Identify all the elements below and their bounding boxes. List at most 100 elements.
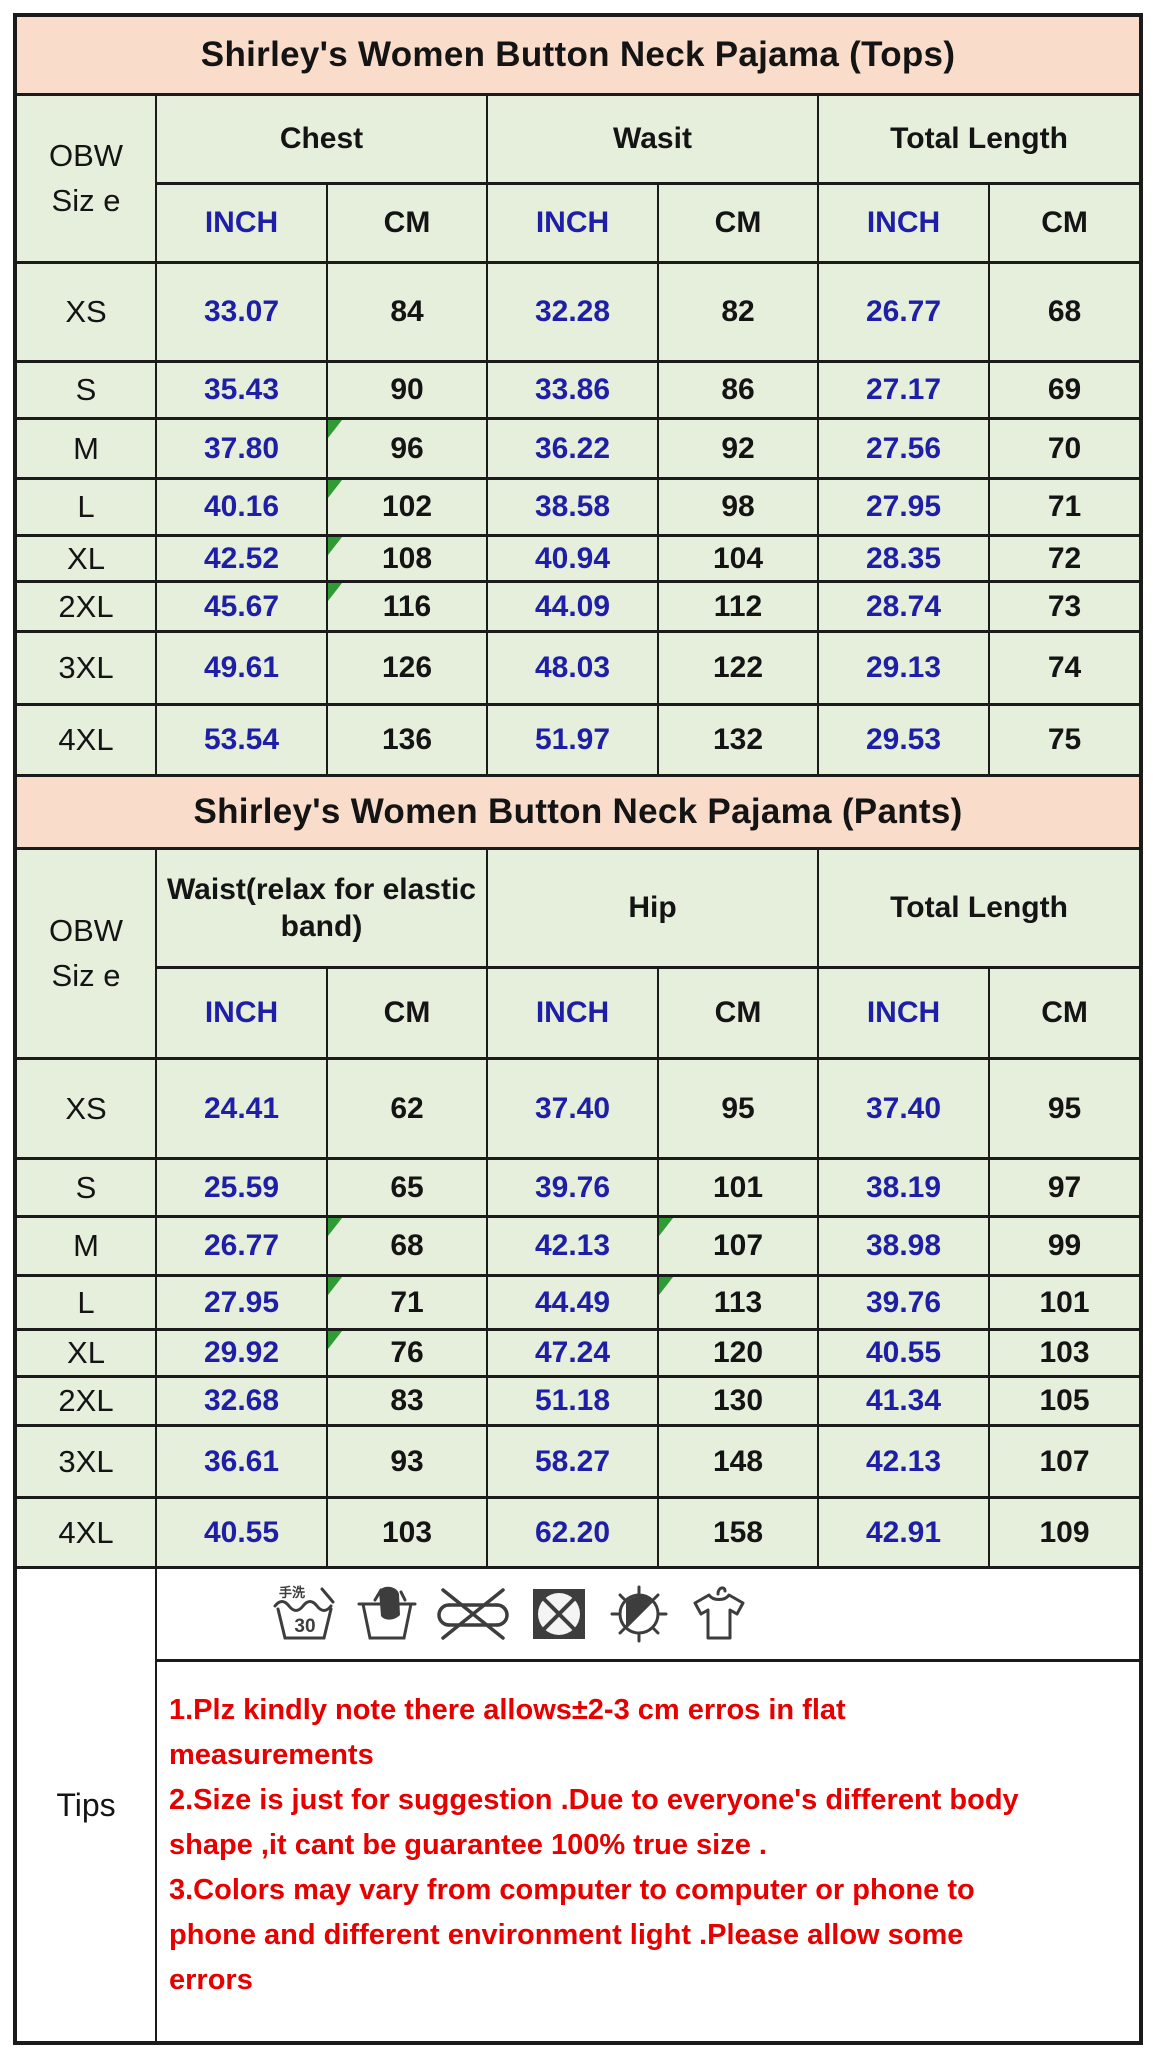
tops-title: Shirley's Women Button Neck Pajama (Tops… — [13, 13, 1143, 96]
inch-value-cell: 42.13 — [817, 1424, 990, 1499]
tip-line-3: 3.Colors may vary from computer to compu… — [169, 1873, 975, 1996]
inch-value-cell: 53.54 — [155, 703, 328, 777]
cm-value-cell: 122 — [657, 630, 819, 706]
inch-value-cell: 37.40 — [817, 1057, 990, 1160]
cm-value-cell: 95 — [987, 1057, 1143, 1160]
cm-value-cell: 86 — [657, 360, 819, 420]
unit-header-inch: INCH — [486, 182, 659, 264]
cm-value-cell: 65 — [326, 1157, 488, 1218]
cm-value-cell: 103 — [326, 1496, 488, 1569]
cm-value-cell: 101 — [987, 1274, 1143, 1331]
tips-text-cell: 1.Plz kindly note there allows±2-3 cm er… — [154, 1659, 1143, 2045]
table-row: XS 33.07 84 32.28 82 26.77 68 — [14, 261, 1143, 363]
table-row: 4XL 40.55 103 62.20 158 42.91 109 — [14, 1496, 1143, 1569]
tips-label-cell: Tips — [14, 1566, 157, 2045]
unit-header-cm: CM — [326, 182, 488, 264]
unit-header-inch: INCH — [155, 182, 328, 264]
pants-size-header: OBW Siz e — [14, 847, 157, 1060]
cm-value-cell: 101 — [657, 1157, 819, 1218]
cm-value-cell: 82 — [657, 261, 819, 363]
inch-value-cell: 24.41 — [155, 1057, 328, 1160]
cm-value-cell: 75 — [987, 703, 1143, 777]
inch-value-cell: 25.59 — [155, 1157, 328, 1218]
inch-value-cell: 42.52 — [155, 534, 328, 583]
inch-value-cell: 51.97 — [486, 703, 659, 777]
cm-value-cell: 120 — [657, 1328, 819, 1378]
cm-value-cell: 107 — [657, 1215, 819, 1277]
size-cell: XL — [14, 1328, 157, 1378]
size-cell: 2XL — [14, 1375, 157, 1427]
size-cell: M — [14, 417, 157, 480]
inch-value-cell: 49.61 — [155, 630, 328, 706]
cm-value-cell: 107 — [987, 1424, 1143, 1499]
table-row: S 25.59 65 39.76 101 38.19 97 — [14, 1157, 1143, 1218]
cm-value-cell: 158 — [657, 1496, 819, 1569]
inch-value-cell: 28.35 — [817, 534, 990, 583]
size-cell: XS — [14, 1057, 157, 1160]
comment-marker — [329, 1278, 342, 1295]
care-symbols-row: Tips 30 手洗 — [14, 1566, 1143, 2045]
table-row: 4XL 53.54 136 51.97 132 29.53 75 — [14, 703, 1143, 777]
inch-value-cell: 29.53 — [817, 703, 990, 777]
cm-value-cell: 73 — [987, 580, 1143, 633]
tips-text-row: 1.Plz kindly note there allows±2-3 cm er… — [15, 1659, 1143, 2045]
inch-value-cell: 36.61 — [155, 1424, 328, 1499]
cm-value-cell: 116 — [326, 580, 488, 633]
pants-title: Shirley's Women Button Neck Pajama (Pant… — [13, 774, 1143, 850]
table-row: 3XL 49.61 126 48.03 122 29.13 74 — [14, 630, 1143, 706]
inch-value-cell: 29.92 — [155, 1328, 328, 1378]
comment-marker — [329, 481, 342, 498]
size-cell: L — [14, 477, 157, 537]
care-icons-group: 30 手洗 — [158, 1582, 1139, 1646]
size-header-line: Siz e — [51, 957, 121, 993]
pants-group-header-row: OBW Siz e Waist(relax for elastic band) … — [14, 847, 1143, 1060]
cm-value-cell: 68 — [326, 1215, 488, 1277]
inch-value-cell: 33.86 — [486, 360, 659, 420]
cm-value-cell: 72 — [987, 534, 1143, 583]
tops-unit-header-row: INCH CM INCH CM INCH CM — [15, 182, 1143, 264]
table-row: XL 29.92 76 47.24 120 40.55 103 — [14, 1328, 1143, 1378]
cm-value-cell: 95 — [657, 1057, 819, 1160]
size-cell: 3XL — [14, 1424, 157, 1499]
inch-value-cell: 44.09 — [486, 580, 659, 633]
cm-value-cell: 126 — [326, 630, 488, 706]
cm-value-cell: 92 — [657, 417, 819, 480]
do-not-sun-dry-icon — [610, 1585, 668, 1643]
size-cell: XS — [14, 261, 157, 363]
cm-value-cell: 74 — [987, 630, 1143, 706]
inch-value-cell: 32.28 — [486, 261, 659, 363]
inch-value-cell: 37.80 — [155, 417, 328, 480]
inch-value-cell: 38.19 — [817, 1157, 990, 1218]
inch-value-cell: 36.22 — [486, 417, 659, 480]
cm-value-cell: 68 — [987, 261, 1143, 363]
inch-value-cell: 48.03 — [486, 630, 659, 706]
hand-wash-icon — [357, 1586, 417, 1640]
table-row: M 26.77 68 42.13 107 38.98 99 — [14, 1215, 1143, 1277]
inch-value-cell: 40.16 — [155, 477, 328, 537]
cm-value-cell: 76 — [326, 1328, 488, 1378]
inch-value-cell: 42.13 — [486, 1215, 659, 1277]
inch-value-cell: 32.68 — [155, 1375, 328, 1427]
inch-value-cell: 26.77 — [817, 261, 990, 363]
unit-header-inch: INCH — [817, 966, 990, 1060]
inch-value-cell: 40.55 — [817, 1328, 990, 1378]
inch-value-cell: 28.74 — [817, 580, 990, 633]
unit-header-inch: INCH — [817, 182, 990, 264]
cm-value-cell: 98 — [657, 477, 819, 537]
tops-group-wasit: Wasit — [486, 93, 819, 185]
cm-value-cell: 113 — [657, 1274, 819, 1331]
table-row: L 27.95 71 44.49 113 39.76 101 — [14, 1274, 1143, 1331]
pants-unit-header-row: INCH CM INCH CM INCH CM — [15, 966, 1143, 1060]
pants-title-row: Shirley's Women Button Neck Pajama (Pant… — [13, 774, 1143, 850]
inch-value-cell: 51.18 — [486, 1375, 659, 1427]
cm-value-cell: 148 — [657, 1424, 819, 1499]
size-cell: XL — [14, 534, 157, 583]
cm-value-cell: 103 — [987, 1328, 1143, 1378]
tip-line-1: 1.Plz kindly note there allows±2-3 cm er… — [169, 1694, 846, 1771]
cm-value-cell: 62 — [326, 1057, 488, 1160]
inch-value-cell: 62.20 — [486, 1496, 659, 1569]
unit-header-cm: CM — [987, 966, 1143, 1060]
pants-group-waist: Waist(relax for elastic band) — [155, 847, 488, 969]
pants-data-rows: XS 24.41 62 37.40 95 37.40 95 S 25.59 65 39.76 101 3… — [14, 1057, 1143, 1569]
hand-wash-30-icon: 30 手洗 — [273, 1585, 335, 1640]
